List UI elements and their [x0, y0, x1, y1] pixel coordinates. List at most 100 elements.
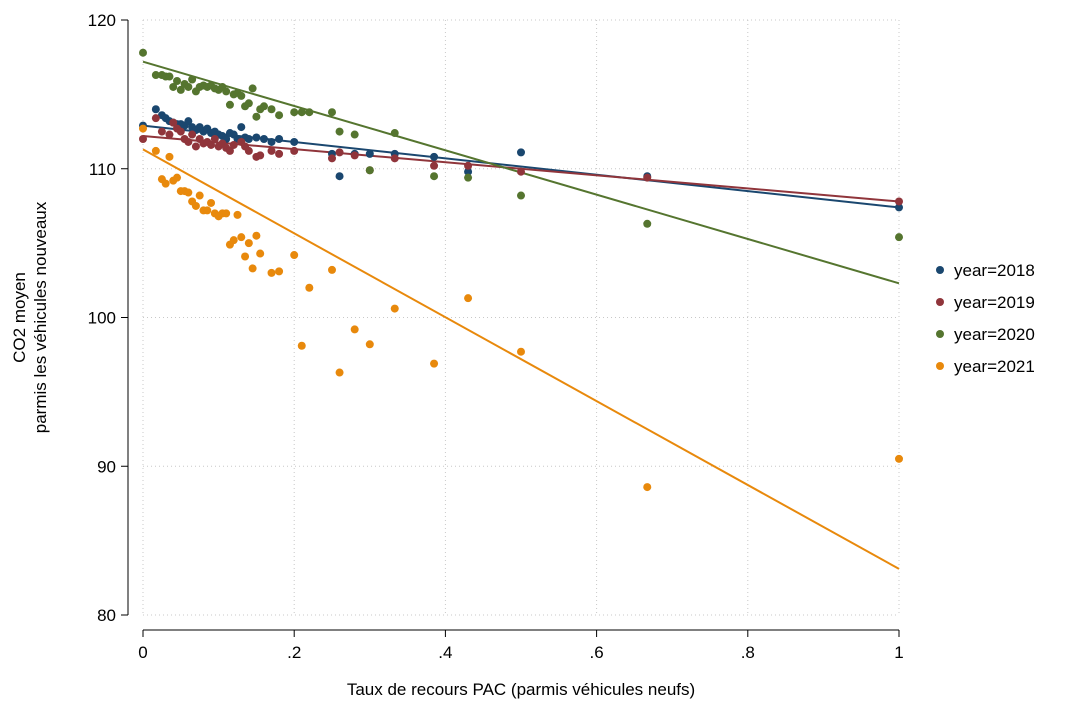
data-point [267, 105, 276, 114]
data-point [203, 206, 212, 215]
data-point [390, 304, 399, 313]
data-point [207, 198, 216, 207]
data-point [430, 152, 439, 161]
data-point [151, 114, 160, 123]
data-point [895, 233, 903, 242]
data-point [350, 151, 359, 160]
data-point [169, 82, 178, 91]
data-point [256, 249, 265, 258]
data-point [165, 72, 174, 81]
data-point [188, 130, 197, 139]
data-point [297, 341, 306, 350]
data-point [430, 161, 439, 170]
legend-label: year=2019 [954, 293, 1035, 312]
data-point [328, 154, 336, 163]
data-point [157, 127, 166, 136]
x-tick-label: .4 [438, 643, 452, 662]
legend-label: year=2018 [954, 261, 1035, 280]
x-tick-label: .6 [590, 643, 604, 662]
data-point [252, 133, 261, 142]
data-point [244, 135, 253, 143]
data-point [252, 231, 261, 240]
data-point [335, 148, 344, 157]
data-point [195, 191, 204, 200]
legend-marker [936, 298, 944, 306]
data-point [173, 76, 182, 85]
data-point [256, 151, 265, 160]
data-point [895, 203, 903, 212]
data-point [350, 130, 359, 139]
y-tick-label: 80 [97, 606, 116, 625]
data-point [365, 340, 374, 349]
data-point [225, 100, 234, 109]
data-point [305, 108, 314, 117]
data-point [895, 197, 903, 206]
data-point [165, 152, 174, 161]
y-axis-title-line2: parmis les véhicules nouveaux [31, 201, 50, 433]
data-point [464, 173, 473, 182]
data-point [643, 219, 652, 228]
data-point [252, 112, 261, 121]
data-point [365, 149, 374, 158]
data-point [365, 166, 374, 175]
data-point [290, 251, 299, 260]
x-tick-label: 1 [894, 643, 903, 662]
data-point [225, 146, 234, 155]
data-point [173, 173, 182, 182]
data-point [290, 137, 299, 146]
data-point [275, 135, 284, 143]
data-point [184, 117, 193, 126]
data-point [390, 129, 399, 138]
data-point [275, 111, 284, 120]
data-point [517, 191, 525, 200]
data-point [643, 483, 652, 492]
y-axis-title-line1: CO2 moyen [10, 272, 29, 363]
data-point [290, 146, 299, 155]
data-point [895, 454, 903, 463]
data-point [210, 135, 219, 143]
x-axis-title: Taux de recours PAC (parmis véhicules ne… [347, 680, 695, 699]
data-point [229, 140, 238, 149]
x-tick-label: .8 [741, 643, 755, 662]
data-point [248, 84, 257, 93]
legend-marker [936, 330, 944, 338]
data-point [244, 99, 253, 108]
data-point [188, 75, 197, 84]
data-point [241, 252, 250, 261]
x-tick-label: .2 [287, 643, 301, 662]
data-point [222, 209, 231, 218]
data-point [464, 294, 473, 303]
data-point [335, 127, 344, 136]
data-point [290, 108, 299, 117]
fit-line-4 [142, 148, 900, 570]
data-point [237, 233, 246, 242]
data-point [305, 283, 314, 292]
data-point [430, 359, 439, 368]
data-point [139, 48, 147, 57]
data-point [244, 146, 253, 155]
legend-label: year=2021 [954, 357, 1035, 376]
data-point [151, 71, 160, 80]
legend-marker [936, 266, 944, 274]
data-point [517, 148, 525, 157]
data-point [176, 127, 185, 136]
y-tick-label: 100 [88, 309, 116, 328]
data-point [259, 102, 268, 111]
legend-marker [936, 362, 944, 370]
data-point [259, 135, 268, 143]
y-tick-label: 110 [89, 160, 116, 179]
legend: year=2018 year=2019 year=2020 year=2021 [936, 261, 1035, 376]
data-point [165, 130, 174, 139]
data-point [430, 172, 439, 181]
data-point [207, 140, 216, 149]
data-point [237, 91, 246, 100]
data-point [244, 239, 253, 248]
data-point [237, 123, 246, 132]
data-point [275, 267, 284, 276]
data-point [275, 149, 284, 158]
data-point [161, 179, 170, 188]
data-point [139, 135, 147, 143]
data-point [229, 236, 238, 245]
